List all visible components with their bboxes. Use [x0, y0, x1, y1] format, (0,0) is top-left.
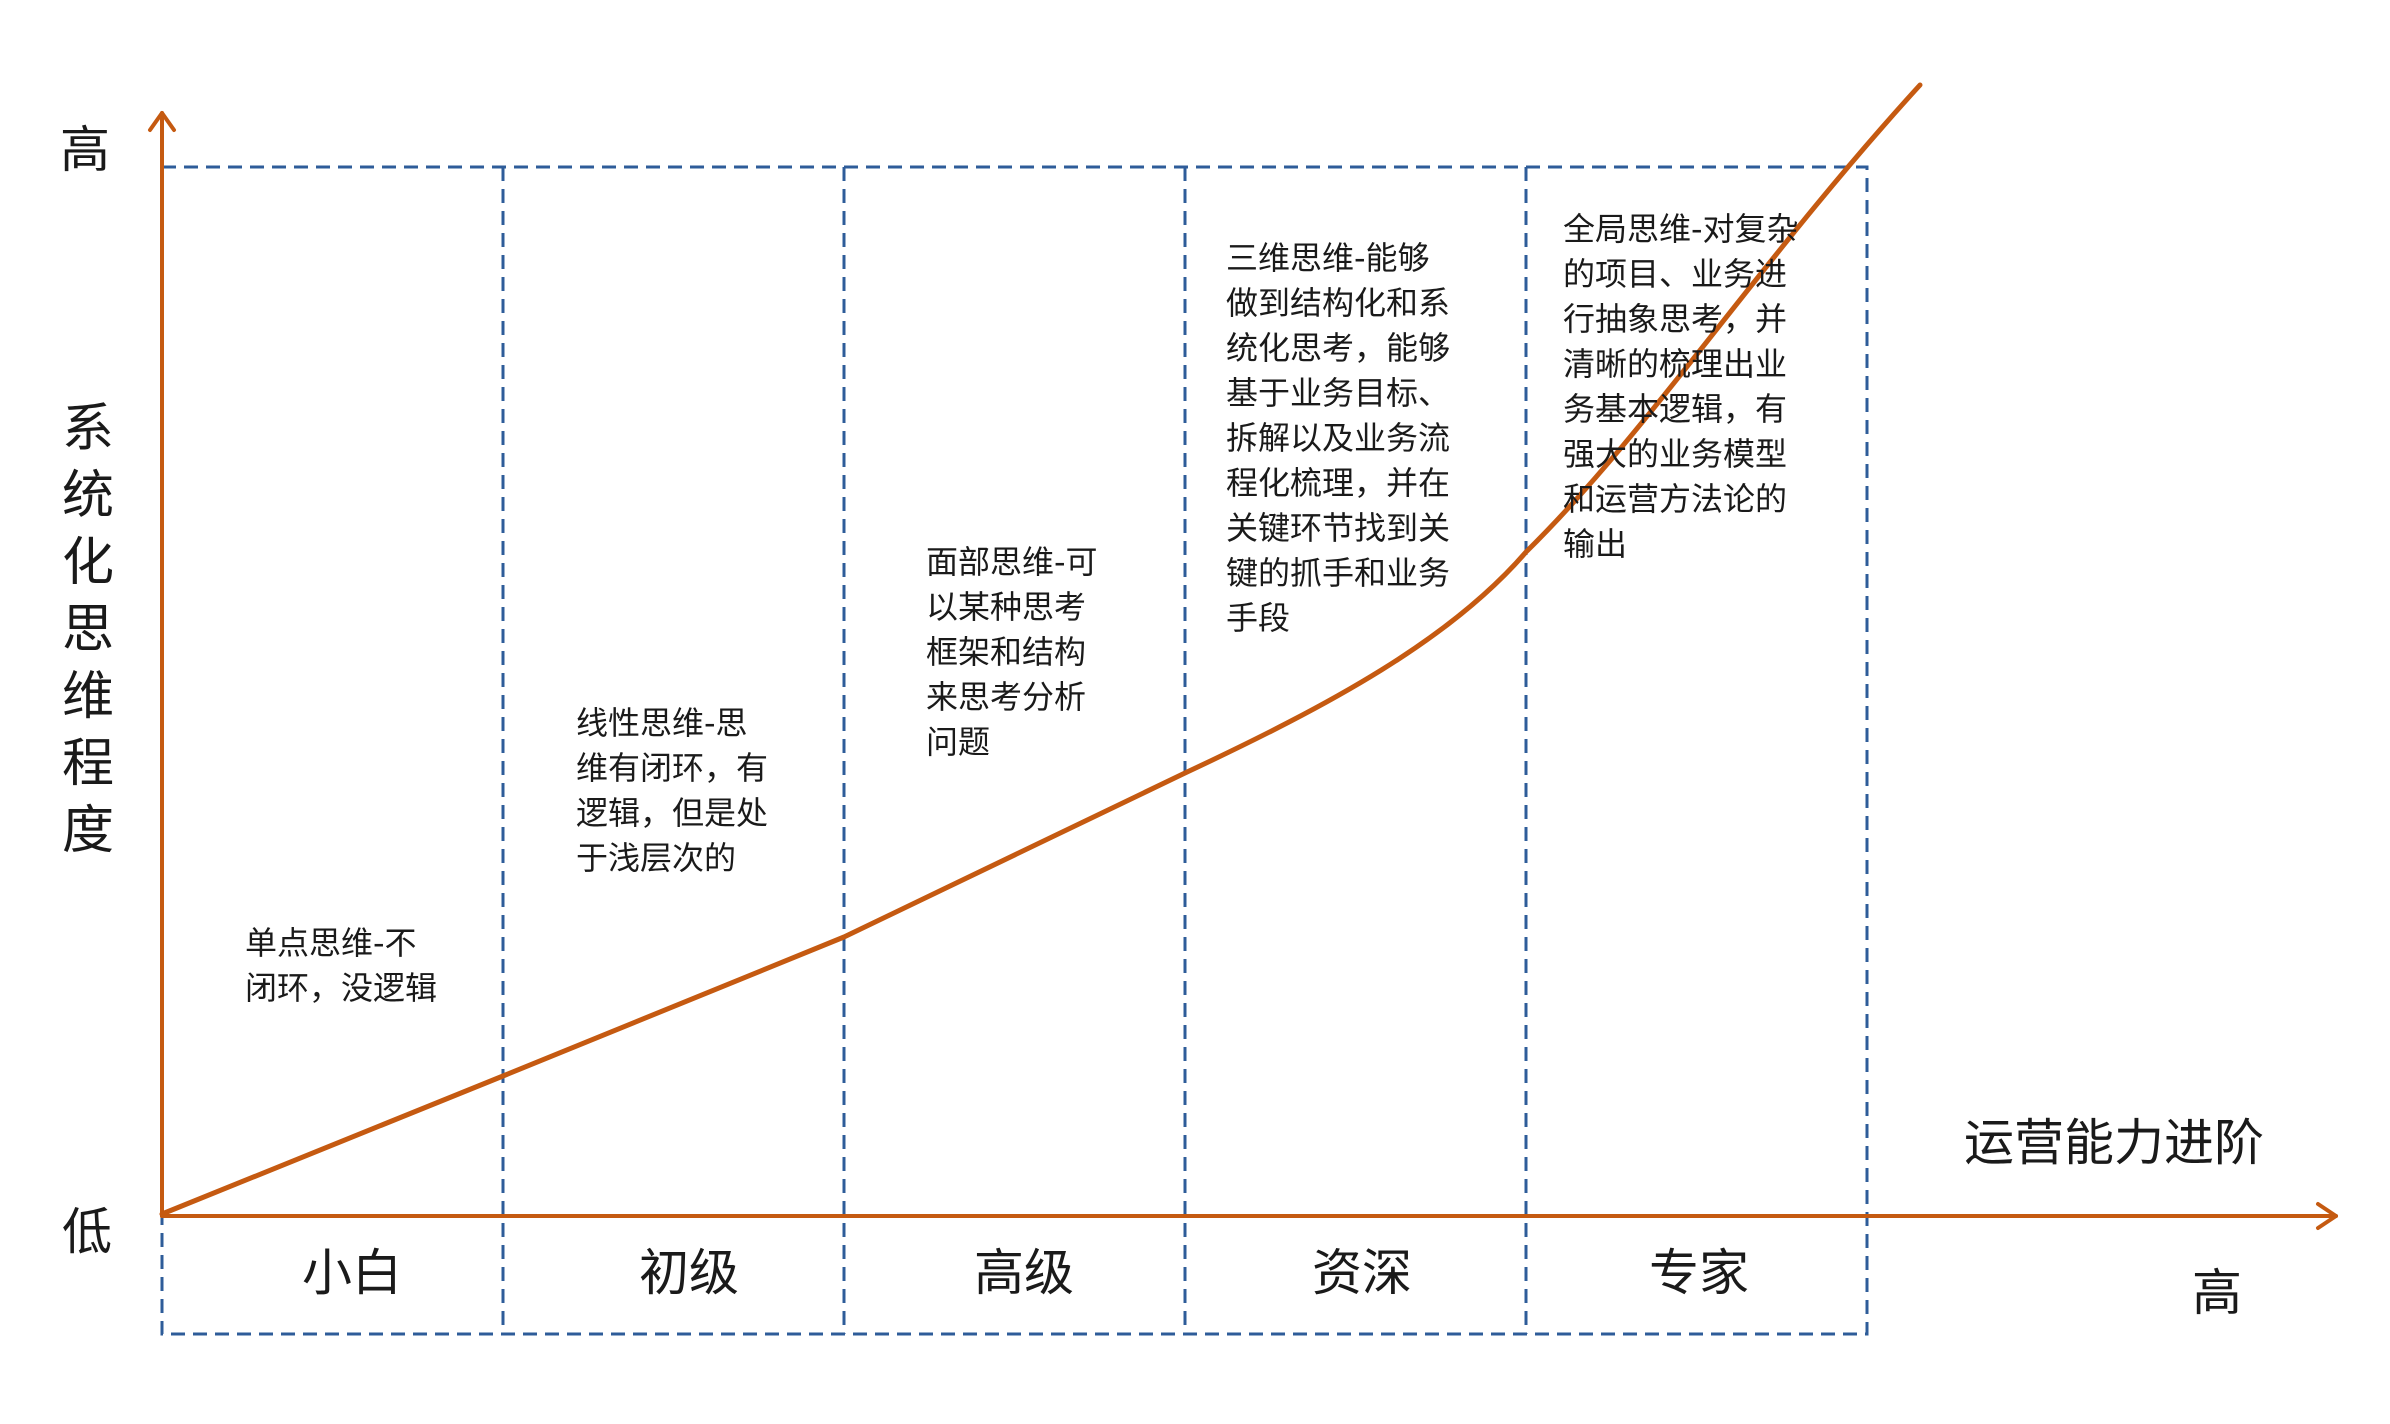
- stage-label-beginner: 小白: [302, 1244, 402, 1302]
- stage-label-senior: 高级: [974, 1244, 1074, 1302]
- stage-label-expert: 专家: [1649, 1244, 1749, 1302]
- y-axis-title-char: 统: [61, 466, 114, 526]
- y-axis-title-char: 思: [61, 600, 114, 660]
- y-axis-title-char: 度: [61, 801, 114, 861]
- y-axis-low-label: 低: [62, 1203, 112, 1261]
- x-axis-high-label: 高: [2192, 1264, 2242, 1322]
- stage-description-veteran: 三维思维-能够 做到结构化和系 统化思考，能够 基于业务目标、 拆解以及业务流 …: [1226, 239, 1451, 637]
- x-axis-arrowhead: [2316, 1202, 2338, 1230]
- y-axis-title-char: 化: [61, 533, 114, 593]
- stage-description-senior: 面部思维-可 以某种思考 框架和结构 来思考分析 问题: [926, 543, 1098, 761]
- y-axis-title-char: 程: [61, 734, 114, 794]
- x-axis-title: 运营能力进阶: [1964, 1114, 2264, 1172]
- stage-description-expert: 全局思维-对复杂 的项目、业务进 行抽象思考，并 清晰的梳理出业 务基本逻辑，有…: [1563, 210, 1799, 563]
- stage-label-veteran: 资深: [1312, 1244, 1412, 1302]
- y-axis-title-char: 系: [61, 399, 114, 459]
- growth-curve: [159, 82, 1923, 1217]
- stage-description-junior: 线性思维-思 维有闭环，有 逻辑，但是处 于浅层次的: [576, 704, 769, 877]
- stage-description-beginner: 单点思维-不 闭环，没逻辑: [245, 924, 438, 1007]
- y-axis-title-char: 维: [61, 667, 114, 727]
- y-axis-title: 系统化思维程度: [58, 396, 118, 865]
- axes: [148, 111, 2338, 1230]
- stage-label-junior: 初级: [639, 1244, 739, 1302]
- y-axis-high-label: 高: [60, 121, 110, 179]
- y-axis-arrowhead: [148, 111, 176, 132]
